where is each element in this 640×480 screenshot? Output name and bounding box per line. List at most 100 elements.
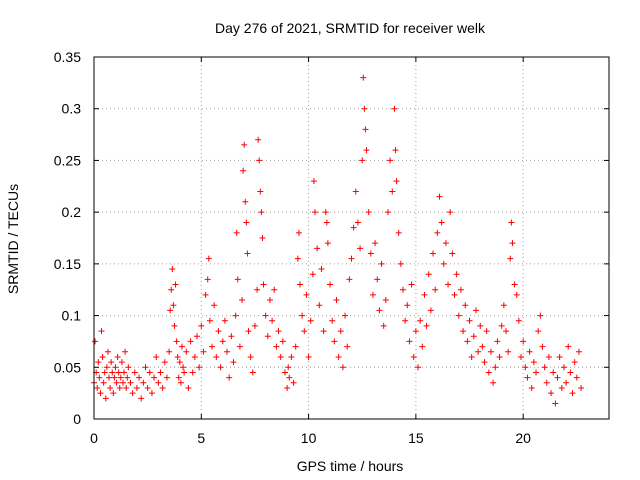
- data-point: [515, 317, 522, 324]
- data-point: [172, 281, 179, 288]
- data-point: [541, 364, 548, 371]
- x-tick-label: 10: [301, 430, 317, 446]
- data-point: [475, 348, 482, 355]
- data-point: [393, 178, 400, 185]
- data-point: [286, 374, 293, 381]
- data-point: [438, 219, 445, 226]
- data-point: [464, 338, 471, 345]
- data-point: [127, 379, 134, 386]
- data-point: [508, 219, 515, 226]
- data-point: [271, 286, 278, 293]
- data-point: [362, 126, 369, 133]
- data-point: [314, 245, 321, 252]
- data-point: [415, 364, 422, 371]
- data-point: [397, 260, 404, 267]
- data-point: [526, 348, 533, 355]
- data-point: [273, 343, 280, 350]
- data-point: [389, 188, 396, 195]
- data-point: [131, 369, 138, 376]
- data-point: [111, 374, 118, 381]
- data-point: [539, 343, 546, 350]
- data-point: [380, 322, 387, 329]
- data-point: [400, 286, 406, 293]
- data-point: [518, 353, 525, 360]
- tick-labels: 0 5 10 15 20 0 0.05 0.1 0.15 0.2 0.25 0.3 0.35: [54, 49, 531, 446]
- data-point: [511, 281, 518, 288]
- data-point: [174, 353, 181, 360]
- data-point: [144, 384, 151, 391]
- data-point: [554, 374, 561, 381]
- data-point: [423, 322, 430, 329]
- data-point: [498, 322, 505, 329]
- data-point: [121, 369, 128, 376]
- data-point: [404, 302, 411, 309]
- data-point: [472, 307, 479, 314]
- data-point: [578, 384, 585, 391]
- data-point: [503, 328, 509, 335]
- data-point: [241, 141, 248, 148]
- data-point: [113, 379, 120, 386]
- y-tick-label: 0.25: [54, 152, 81, 168]
- data-point: [140, 379, 147, 386]
- data-point: [256, 157, 263, 164]
- data-point: [354, 219, 361, 226]
- data-point: [344, 343, 351, 350]
- data-point: [99, 353, 106, 360]
- data-point: [427, 307, 434, 314]
- data-point: [348, 255, 355, 262]
- data-point: [395, 229, 402, 236]
- data-point: [352, 188, 359, 195]
- data-point: [569, 390, 576, 397]
- data-point: [462, 302, 469, 309]
- data-point: [329, 317, 336, 324]
- data-point: [109, 369, 116, 376]
- data-point: [166, 348, 173, 355]
- data-point: [259, 235, 266, 241]
- data-point: [159, 384, 166, 391]
- data-point: [545, 353, 552, 360]
- data-point: [457, 286, 464, 293]
- data-point: [496, 353, 503, 360]
- data-point: [357, 245, 364, 252]
- data-point: [369, 291, 376, 298]
- data-point: [382, 297, 389, 304]
- data-point: [206, 317, 213, 324]
- data-point: [205, 255, 212, 262]
- data-point: [215, 328, 222, 335]
- data-point: [408, 281, 415, 288]
- data-point: [292, 343, 299, 350]
- data-point: [243, 219, 250, 226]
- data-point: [335, 353, 342, 360]
- data-point: [445, 281, 452, 288]
- data-point: [477, 322, 484, 329]
- data-point: [249, 369, 256, 376]
- x-axis-label: GPS time / hours: [297, 458, 404, 474]
- data-point: [236, 343, 243, 350]
- x-tick-label: 15: [408, 430, 424, 446]
- data-point: [316, 302, 323, 309]
- data-point: [494, 338, 501, 345]
- data-point: [209, 343, 216, 350]
- data-point: [430, 250, 437, 257]
- data-point: [573, 374, 580, 381]
- data-point: [301, 328, 308, 335]
- data-point: [466, 317, 473, 324]
- data-point: [333, 297, 340, 304]
- data-point: [191, 353, 198, 360]
- data-point: [297, 281, 303, 288]
- data-point: [169, 266, 176, 273]
- data-point: [483, 328, 490, 335]
- data-point: [339, 364, 346, 371]
- data-point: [153, 353, 160, 360]
- data-point: [183, 348, 190, 355]
- data-point: [112, 364, 119, 371]
- data-point: [294, 255, 301, 262]
- data-point: [96, 374, 103, 381]
- data-point: [361, 105, 368, 112]
- data-point: [312, 209, 319, 216]
- data-point: [290, 379, 297, 386]
- data-point: [100, 379, 107, 386]
- data-point: [118, 359, 125, 366]
- axes: [93, 56, 610, 420]
- data-point: [307, 317, 314, 324]
